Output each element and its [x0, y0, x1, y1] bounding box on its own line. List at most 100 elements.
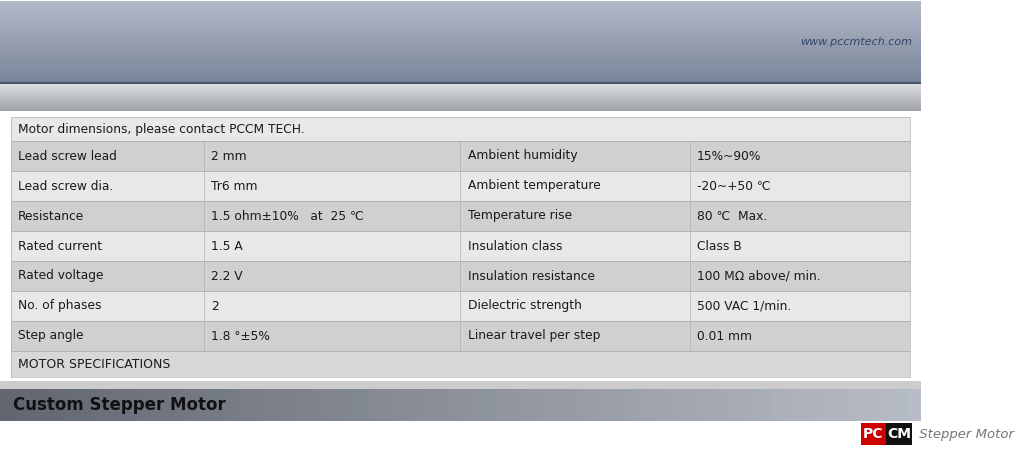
- Bar: [656, 389, 668, 421]
- Bar: [0, 65, 921, 66]
- Bar: [299, 389, 311, 421]
- Bar: [621, 389, 633, 421]
- Bar: [0, 83, 921, 84]
- Bar: [11, 351, 909, 377]
- Bar: [633, 389, 645, 421]
- Text: 15%~90%: 15%~90%: [696, 149, 761, 162]
- Bar: [0, 28, 921, 30]
- Bar: [23, 389, 35, 421]
- Bar: [0, 106, 921, 107]
- Bar: [356, 389, 368, 421]
- Text: Lead screw dia.: Lead screw dia.: [18, 179, 114, 193]
- Bar: [840, 389, 852, 421]
- Bar: [230, 389, 242, 421]
- Bar: [679, 389, 690, 421]
- Bar: [0, 44, 921, 46]
- Bar: [806, 389, 817, 421]
- Text: Insulation class: Insulation class: [468, 240, 562, 253]
- Bar: [218, 389, 230, 421]
- Bar: [0, 36, 921, 38]
- Bar: [0, 102, 921, 103]
- Text: www.pccmtech.com: www.pccmtech.com: [800, 37, 911, 47]
- Bar: [0, 101, 921, 102]
- Text: 0.01 mm: 0.01 mm: [696, 330, 752, 343]
- Bar: [0, 389, 11, 421]
- Bar: [276, 389, 287, 421]
- Bar: [0, 30, 921, 32]
- Bar: [506, 389, 518, 421]
- Bar: [0, 88, 921, 89]
- Bar: [0, 94, 921, 95]
- Bar: [737, 389, 748, 421]
- Text: Resistance: Resistance: [18, 209, 84, 223]
- Bar: [0, 104, 921, 105]
- Bar: [11, 291, 909, 321]
- Bar: [265, 389, 276, 421]
- Bar: [0, 11, 921, 13]
- Bar: [380, 389, 391, 421]
- Bar: [161, 389, 173, 421]
- Bar: [0, 1, 921, 3]
- Text: Class B: Class B: [696, 240, 742, 253]
- Bar: [817, 389, 828, 421]
- Bar: [115, 389, 127, 421]
- Bar: [11, 321, 909, 351]
- Bar: [0, 84, 921, 85]
- Bar: [852, 389, 863, 421]
- Text: Dielectric strength: Dielectric strength: [468, 300, 582, 313]
- Bar: [0, 69, 921, 71]
- Bar: [414, 389, 426, 421]
- Text: Step angle: Step angle: [18, 330, 83, 343]
- Bar: [794, 389, 806, 421]
- Bar: [0, 46, 921, 48]
- Bar: [714, 389, 725, 421]
- Bar: [748, 389, 759, 421]
- Bar: [495, 389, 506, 421]
- Bar: [138, 389, 149, 421]
- Text: Tr6 mm: Tr6 mm: [211, 179, 258, 193]
- Bar: [645, 389, 656, 421]
- Bar: [0, 24, 921, 26]
- Bar: [322, 389, 334, 421]
- Bar: [0, 99, 921, 100]
- Bar: [11, 171, 909, 201]
- Bar: [552, 389, 564, 421]
- Bar: [11, 261, 909, 291]
- Bar: [0, 92, 921, 93]
- Bar: [196, 389, 207, 421]
- Bar: [909, 389, 921, 421]
- Bar: [207, 389, 218, 421]
- Text: Rated voltage: Rated voltage: [18, 270, 104, 283]
- Bar: [702, 389, 714, 421]
- Bar: [368, 389, 380, 421]
- Bar: [184, 389, 196, 421]
- Bar: [759, 389, 771, 421]
- Bar: [564, 389, 576, 421]
- Bar: [11, 321, 909, 351]
- Bar: [472, 389, 483, 421]
- Text: 2 mm: 2 mm: [211, 149, 247, 162]
- Bar: [11, 231, 909, 261]
- Bar: [0, 19, 921, 22]
- Bar: [426, 389, 437, 421]
- Text: -20~+50 ℃: -20~+50 ℃: [696, 179, 770, 193]
- Bar: [0, 107, 921, 108]
- Bar: [828, 389, 840, 421]
- Bar: [242, 389, 253, 421]
- Bar: [518, 389, 530, 421]
- Bar: [861, 423, 886, 445]
- Text: Insulation resistance: Insulation resistance: [468, 270, 595, 283]
- Bar: [875, 389, 886, 421]
- Text: 80 ℃  Max.: 80 ℃ Max.: [696, 209, 767, 223]
- Text: 1.8 °±5%: 1.8 °±5%: [211, 330, 270, 343]
- Bar: [0, 9, 921, 11]
- Bar: [690, 389, 702, 421]
- Bar: [69, 389, 80, 421]
- Bar: [287, 389, 299, 421]
- Bar: [599, 389, 610, 421]
- Bar: [0, 71, 921, 73]
- Text: Lead screw lead: Lead screw lead: [18, 149, 117, 162]
- Bar: [253, 389, 265, 421]
- Text: Rated current: Rated current: [18, 240, 103, 253]
- Bar: [0, 66, 921, 69]
